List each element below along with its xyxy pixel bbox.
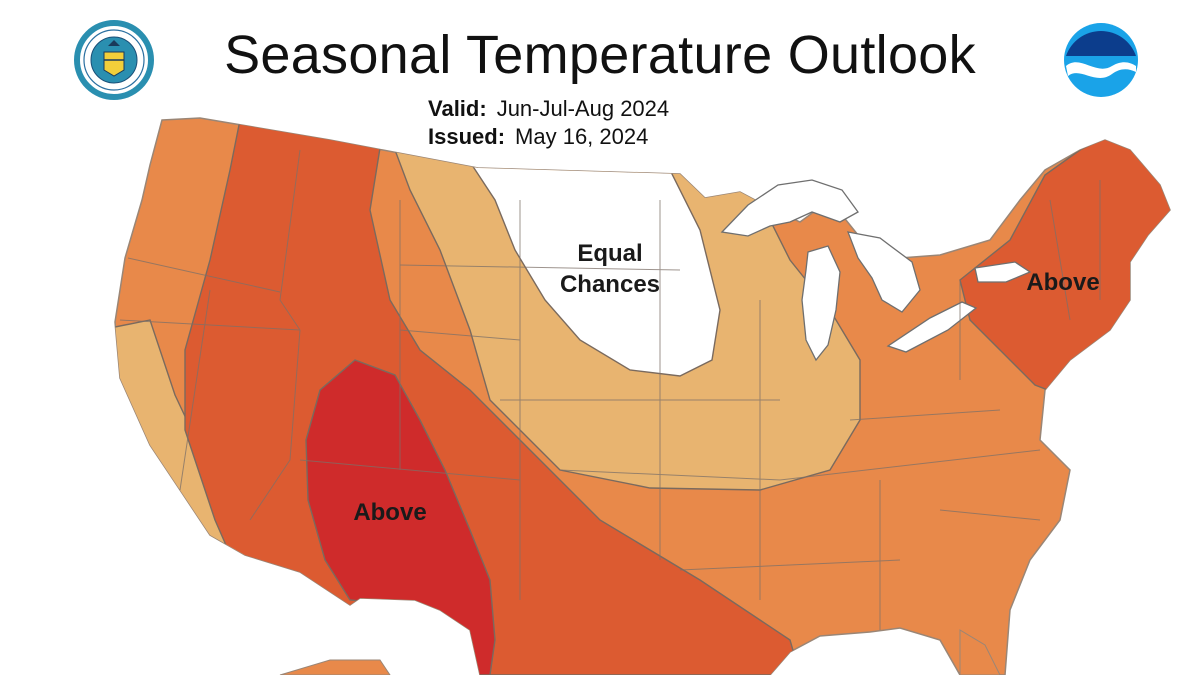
state-boundaries bbox=[119, 149, 1101, 630]
above-60-70-area-southwest bbox=[305, 359, 496, 675]
above-label-southwest: Above bbox=[353, 499, 427, 526]
equal-chances-label-line2: Chances bbox=[559, 271, 661, 298]
lake-ontario bbox=[974, 261, 1032, 283]
great-lakes bbox=[720, 179, 1032, 362]
issued-label: Issued: bbox=[428, 124, 506, 149]
department-of-commerce-seal-icon bbox=[74, 20, 154, 100]
lake-huron bbox=[846, 231, 921, 313]
gulf-coast-land bbox=[279, 659, 391, 675]
lake-superior bbox=[720, 179, 859, 237]
valid-line: Valid: Jun-Jul-Aug 2024 bbox=[428, 96, 669, 122]
equal-chances-label: Equal Chances bbox=[535, 238, 685, 300]
valid-label: Valid: bbox=[428, 96, 487, 121]
lake-michigan bbox=[801, 245, 841, 362]
equal-chances-label-line1: Equal bbox=[577, 240, 643, 267]
above-label-northeast: Above bbox=[1026, 269, 1100, 296]
issued-line: Issued: May 16, 2024 bbox=[428, 124, 648, 150]
valid-value: Jun-Jul-Aug 2024 bbox=[496, 96, 670, 121]
issued-value: May 16, 2024 bbox=[515, 124, 649, 149]
noaa-logo-icon bbox=[1064, 23, 1138, 97]
lake-erie bbox=[886, 301, 978, 353]
page-title: Seasonal Temperature Outlook bbox=[224, 25, 976, 85]
equal-chances-area bbox=[470, 164, 721, 377]
florida-edge bbox=[959, 629, 1001, 675]
